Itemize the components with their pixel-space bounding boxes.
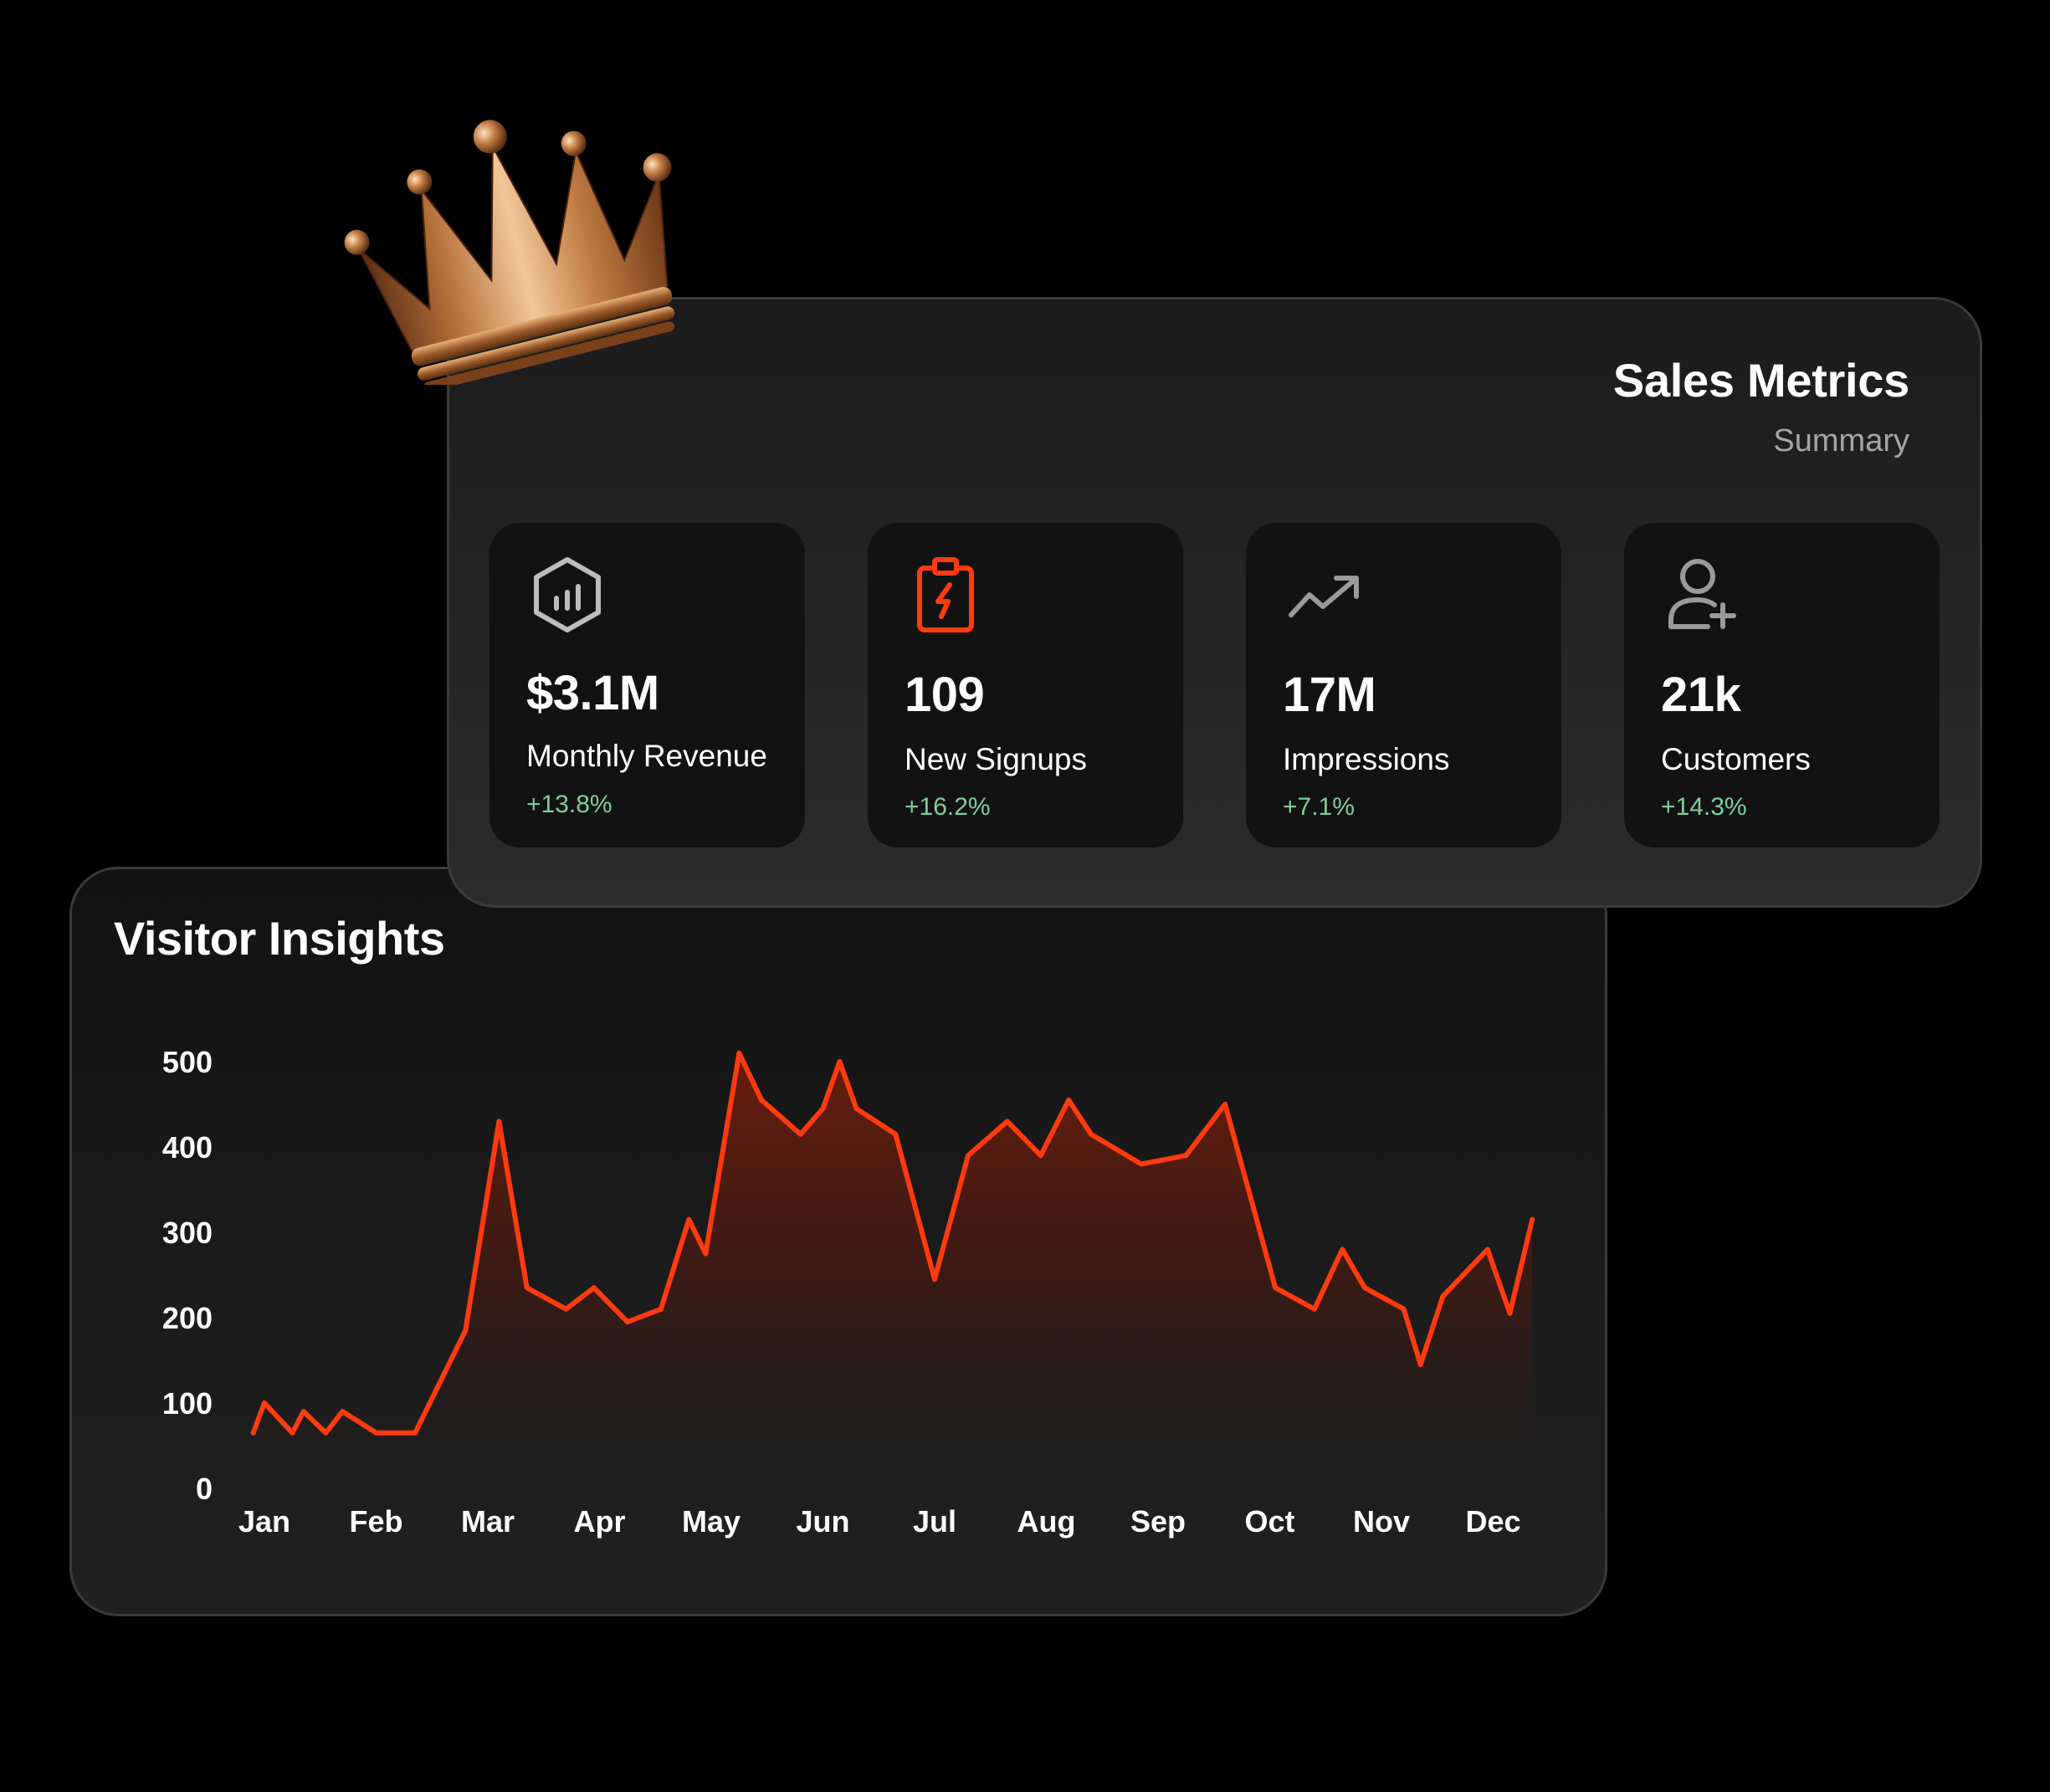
data-point — [703, 1251, 709, 1257]
data-point — [893, 1131, 899, 1137]
data-point — [1311, 1306, 1317, 1312]
data-point — [496, 1119, 502, 1124]
x-tick-label: Mar — [461, 1504, 515, 1539]
metric-label: Customers — [1661, 742, 1811, 776]
sales-metrics-title: Sales Metrics — [1612, 354, 1909, 407]
data-point — [966, 1153, 971, 1159]
metric-value: 17M — [1283, 668, 1376, 722]
visitor-insights-chart: 0 100 200 300 400 500 Jan Feb Mar Apr May Jun Jul Au… — [162, 1045, 1535, 1539]
data-point — [853, 1106, 859, 1112]
data-point — [837, 1059, 843, 1064]
x-tick-label: Aug — [1017, 1504, 1076, 1539]
sales-metrics-subtitle: Summary — [1773, 423, 1909, 458]
x-tick-label: Jul — [913, 1504, 956, 1539]
y-tick-label: 500 — [162, 1045, 213, 1079]
sales-metrics-panel: Sales Metrics Summary $3.1M Monthly Reve… — [447, 297, 1982, 908]
data-point — [373, 1430, 379, 1436]
y-tick-label: 200 — [162, 1301, 213, 1335]
data-point — [658, 1306, 664, 1312]
data-point — [463, 1328, 469, 1334]
x-tick-label: Oct — [1244, 1504, 1294, 1539]
data-point — [591, 1285, 597, 1291]
metric-label: New Signups — [905, 742, 1088, 776]
data-point — [759, 1097, 765, 1103]
data-point — [1507, 1310, 1513, 1316]
data-point — [1038, 1153, 1043, 1159]
data-point — [1362, 1285, 1367, 1291]
data-point — [1484, 1247, 1490, 1252]
data-point — [563, 1306, 569, 1312]
metric-value: $3.1M — [526, 666, 659, 720]
data-point — [1273, 1285, 1279, 1291]
data-point — [323, 1430, 329, 1436]
data-point — [1066, 1097, 1072, 1103]
x-tick-label: May — [682, 1504, 741, 1539]
y-tick-label: 400 — [162, 1130, 213, 1165]
x-tick-label: Sep — [1130, 1504, 1186, 1539]
x-tick-label: Jun — [796, 1504, 849, 1539]
metric-change: +7.1% — [1283, 793, 1355, 821]
data-point — [300, 1409, 306, 1415]
data-point — [820, 1106, 826, 1112]
data-point — [250, 1430, 256, 1436]
metric-value: 21k — [1661, 668, 1741, 722]
data-point — [1417, 1362, 1423, 1368]
crown-icon — [344, 120, 675, 385]
metric-change: +13.8% — [526, 791, 612, 818]
data-point — [686, 1216, 692, 1222]
y-tick-label: 0 — [196, 1472, 213, 1506]
visitor-insights-panel: Visitor Insights 0 100 200 300 400 500 Jan Feb… — [69, 867, 1607, 1616]
data-point — [290, 1430, 295, 1436]
data-point — [1088, 1131, 1094, 1137]
metric-change: +16.2% — [905, 793, 991, 821]
data-point — [1222, 1102, 1228, 1107]
metric-card-customers[interactable]: 21k Customers +14.3% — [1624, 523, 1940, 847]
metric-card-monthly-revenue[interactable]: $3.1M Monthly Revenue +13.8% — [489, 523, 805, 847]
x-tick-label: Apr — [574, 1504, 626, 1539]
data-point — [1139, 1161, 1144, 1167]
y-tick-label: 100 — [162, 1386, 213, 1421]
data-point — [1530, 1216, 1535, 1222]
x-tick-label: Feb — [349, 1504, 402, 1539]
x-tick-label: Dec — [1465, 1504, 1520, 1539]
data-point — [932, 1277, 937, 1283]
data-point — [624, 1319, 630, 1325]
data-point — [1340, 1247, 1345, 1252]
data-point — [1004, 1119, 1010, 1124]
data-point — [1401, 1306, 1407, 1312]
data-point — [524, 1285, 530, 1291]
clipboard-lightning-icon — [917, 557, 974, 632]
series-area — [253, 1052, 1533, 1488]
hexagon-bar-chart-icon — [534, 557, 601, 632]
user-plus-icon — [1668, 559, 1736, 629]
data-point — [736, 1050, 742, 1056]
data-point — [262, 1400, 267, 1405]
visitor-insights-title: Visitor Insights — [114, 912, 445, 965]
data-point — [797, 1131, 803, 1137]
metric-change: +14.3% — [1661, 793, 1747, 821]
x-tick-label: Nov — [1353, 1504, 1410, 1539]
metric-card-new-signups[interactable]: 109 New Signups +16.2% — [868, 523, 1183, 847]
data-point — [1183, 1153, 1189, 1159]
metric-card-impressions[interactable]: 17M Impressions +7.1% — [1246, 523, 1561, 847]
metric-label: Impressions — [1283, 742, 1450, 776]
metric-value: 109 — [905, 668, 985, 722]
x-tick-label: Jan — [238, 1504, 290, 1539]
trending-up-icon — [1289, 576, 1359, 617]
data-point — [1440, 1293, 1446, 1299]
data-point — [340, 1409, 346, 1415]
metric-label: Monthly Revenue — [526, 739, 767, 773]
y-tick-label: 300 — [162, 1216, 213, 1250]
data-point — [413, 1430, 418, 1436]
